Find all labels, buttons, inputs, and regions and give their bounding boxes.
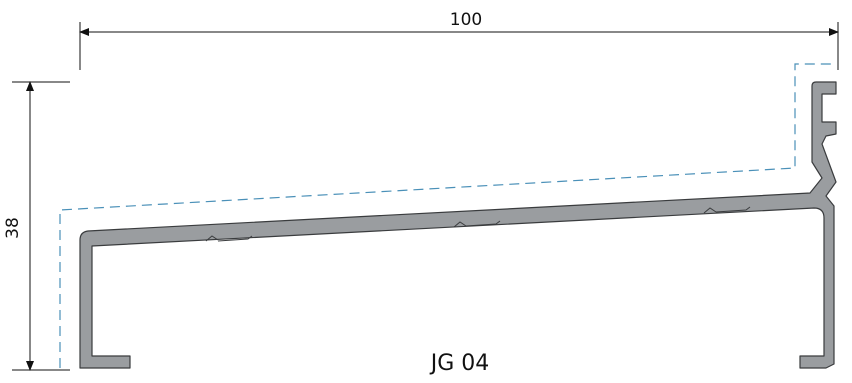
profile-underside-groove-3	[715, 206, 751, 213]
profile-label: JG 04	[429, 351, 490, 376]
profile-rib-3	[703, 207, 717, 214]
profile-underside-groove-2	[465, 220, 501, 227]
profile-section	[79, 81, 837, 369]
height-dimension: 38	[3, 81, 70, 371]
dashed-outline	[59, 63, 836, 368]
profile-rib-2	[453, 221, 467, 228]
height-value: 38	[3, 217, 23, 239]
profile-underside-groove-1	[217, 235, 253, 242]
width-value: 100	[450, 10, 482, 30]
width-dimension: 100	[79, 10, 839, 70]
profile-rib-1	[205, 235, 219, 242]
